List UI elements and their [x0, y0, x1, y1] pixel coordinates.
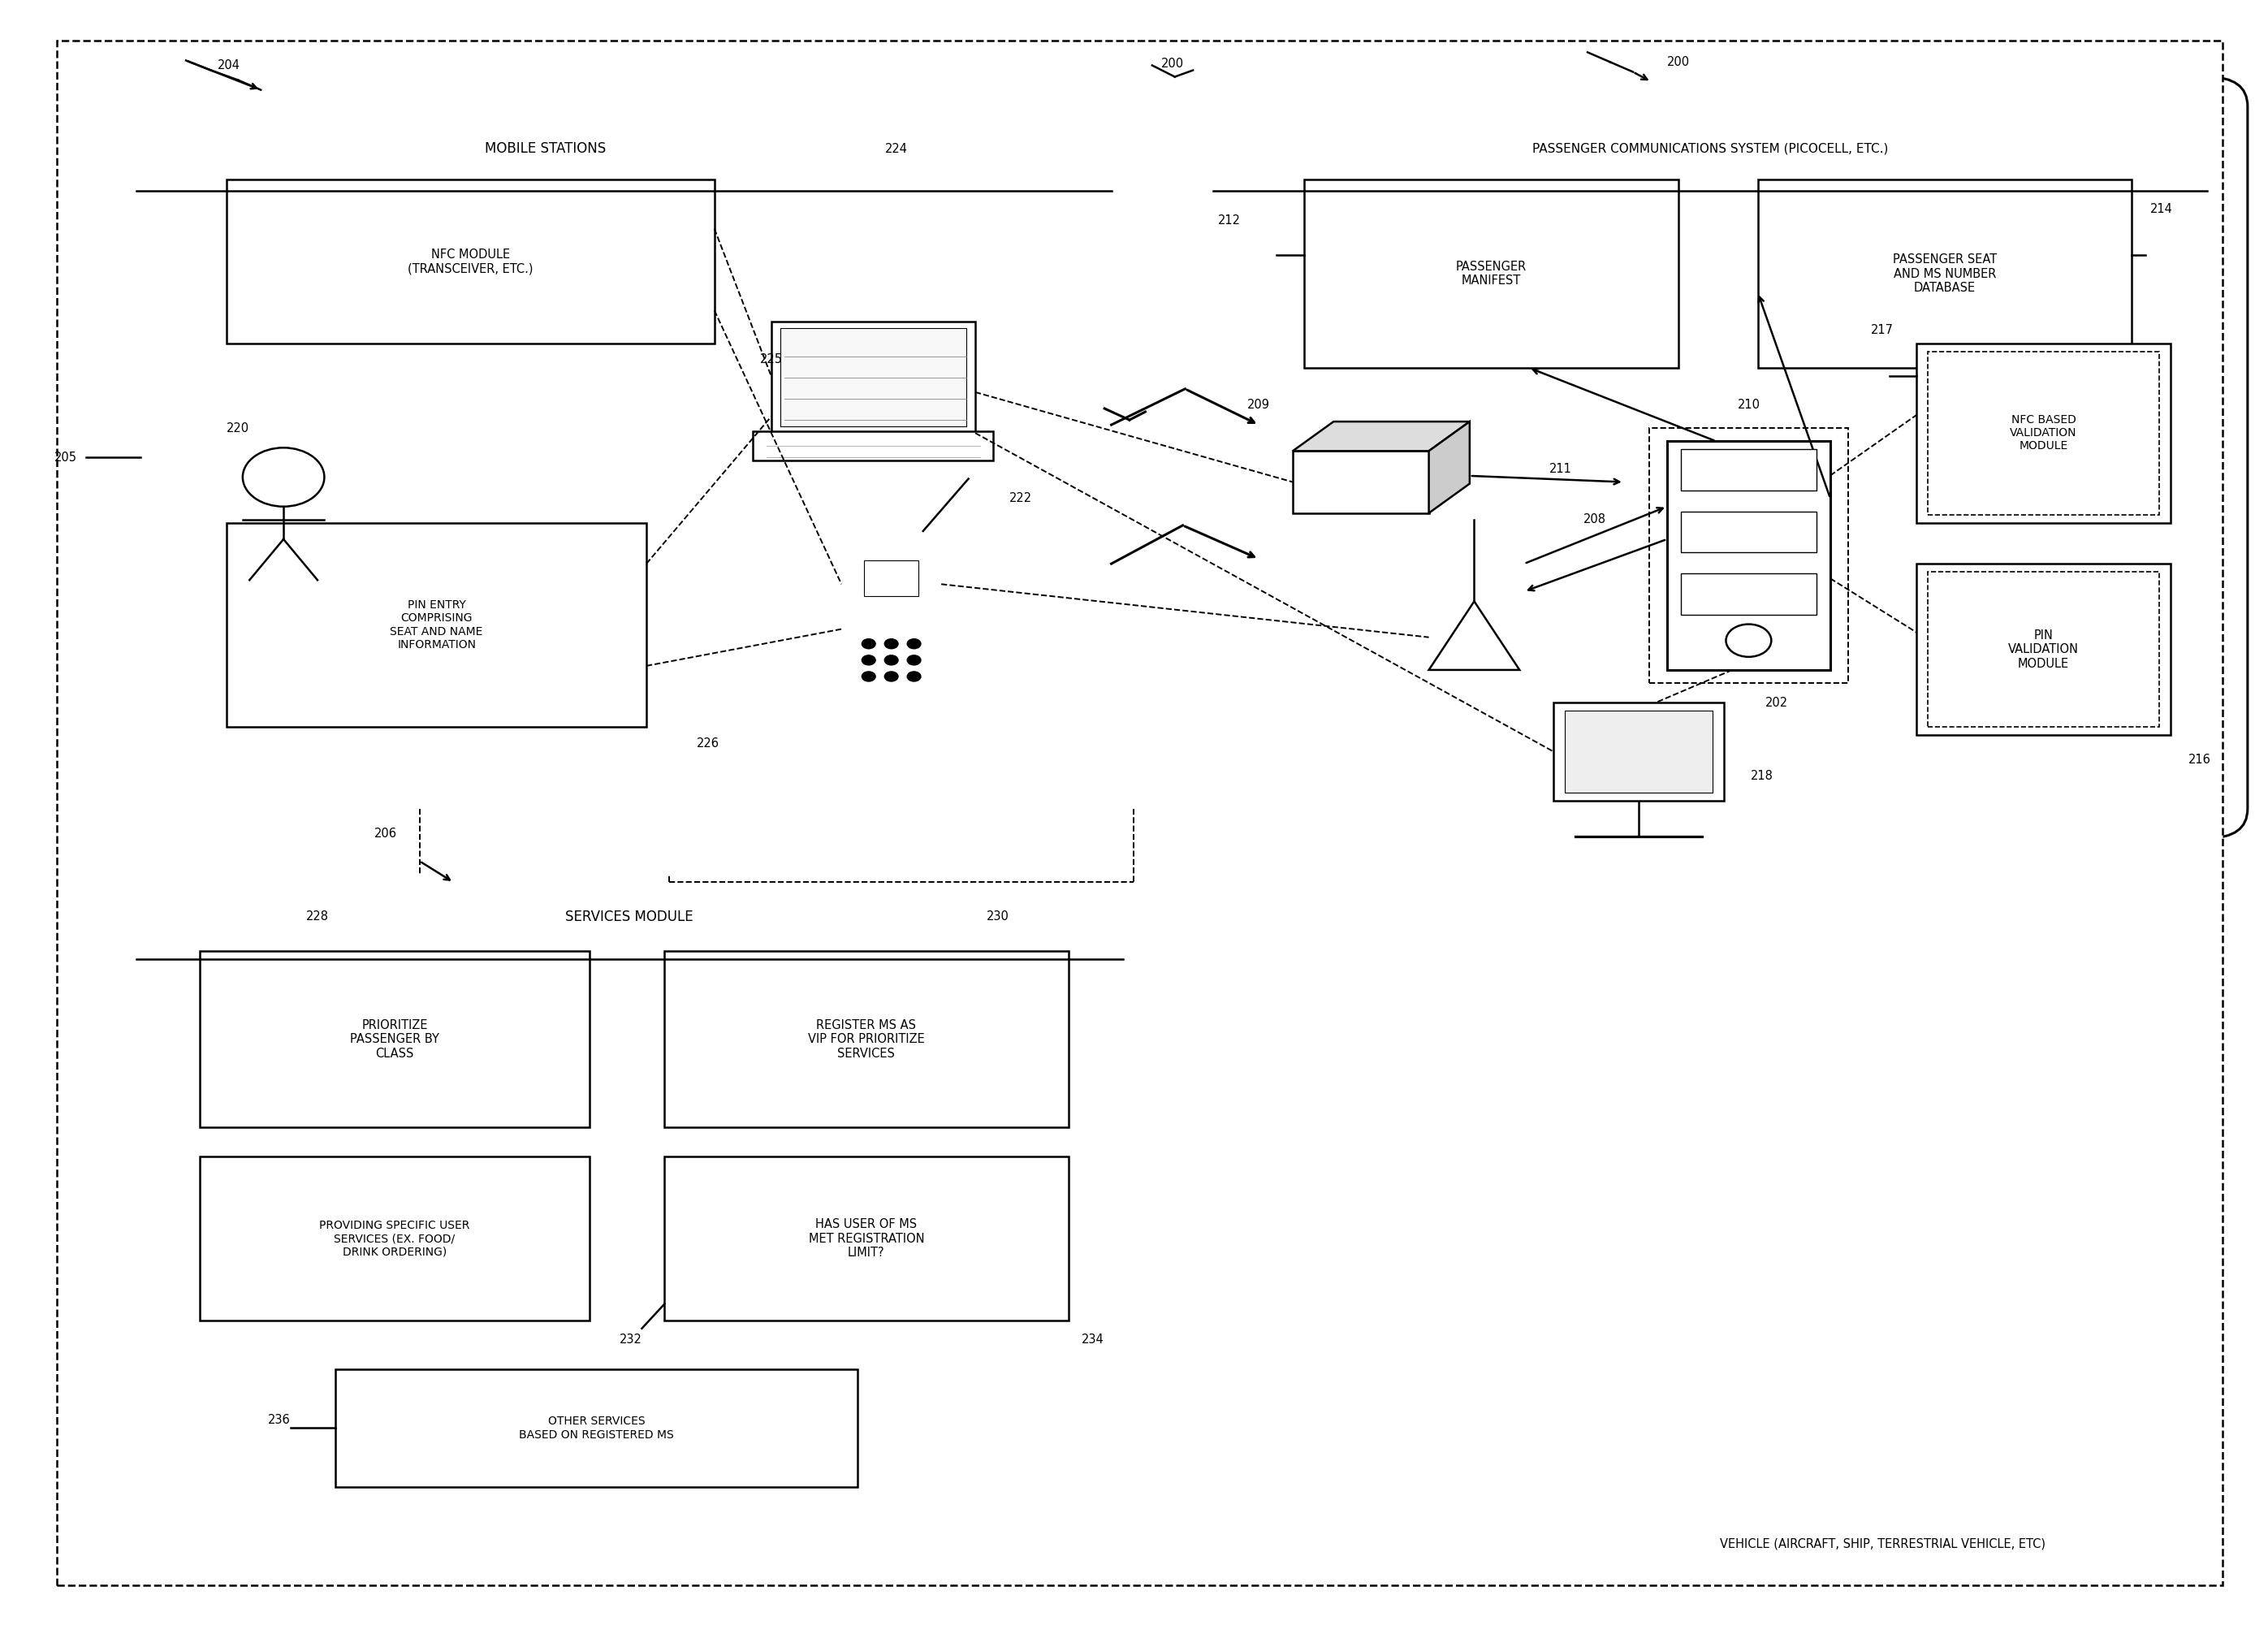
Text: 218: 218: [1751, 770, 1774, 783]
Text: 228: 228: [306, 910, 329, 923]
Text: NFC MODULE
(TRANSCEIVER, ETC.): NFC MODULE (TRANSCEIVER, ETC.): [408, 248, 533, 275]
FancyBboxPatch shape: [801, 502, 982, 699]
Bar: [665, 951, 1068, 1127]
Text: HAS USER OF MS
MET REGISTRATION
LIMIT?: HAS USER OF MS MET REGISTRATION LIMIT?: [807, 1219, 925, 1258]
Text: 234: 234: [1082, 1333, 1105, 1346]
Bar: [1681, 511, 1817, 552]
Bar: [753, 431, 993, 461]
Text: 232: 232: [619, 1333, 642, 1346]
Bar: [1758, 180, 2132, 368]
Text: 200: 200: [1161, 57, 1184, 70]
Bar: [1667, 441, 1830, 670]
Text: PASSENGER COMMUNICATIONS SYSTEM (PICOCELL, ETC.): PASSENGER COMMUNICATIONS SYSTEM (PICOCEL…: [1533, 142, 1887, 155]
Text: 224: 224: [885, 142, 907, 155]
Text: 211: 211: [1549, 462, 1572, 475]
Circle shape: [907, 672, 921, 681]
Bar: [864, 560, 919, 596]
Text: 217: 217: [1871, 324, 1894, 337]
Text: 206: 206: [374, 827, 397, 840]
Circle shape: [907, 639, 921, 649]
Bar: [1916, 343, 2170, 523]
Text: PRIORITIZE
PASSENGER BY
CLASS: PRIORITIZE PASSENGER BY CLASS: [349, 1020, 440, 1059]
Polygon shape: [1429, 422, 1470, 513]
FancyBboxPatch shape: [95, 845, 1163, 1557]
Text: 214: 214: [2150, 203, 2173, 216]
Text: 208: 208: [1583, 513, 1606, 526]
Polygon shape: [1429, 601, 1520, 670]
Text: REGISTER MS AS
VIP FOR PRIORITIZE
SERVICES: REGISTER MS AS VIP FOR PRIORITIZE SERVIC…: [807, 1020, 925, 1059]
Bar: [771, 322, 975, 433]
Bar: [336, 1369, 857, 1487]
Bar: [665, 1157, 1068, 1320]
Circle shape: [885, 672, 898, 681]
Bar: [1681, 449, 1817, 490]
Text: PROVIDING SPECIFIC USER
SERVICES (EX. FOOD/
DRINK ORDERING): PROVIDING SPECIFIC USER SERVICES (EX. FO…: [320, 1219, 469, 1258]
Text: 222: 222: [1009, 492, 1032, 505]
Text: 216: 216: [2189, 753, 2211, 766]
Circle shape: [862, 639, 875, 649]
Bar: [227, 523, 646, 727]
Circle shape: [862, 655, 875, 665]
Text: 236: 236: [268, 1413, 290, 1426]
Text: OTHER SERVICES
BASED ON REGISTERED MS: OTHER SERVICES BASED ON REGISTERED MS: [519, 1415, 674, 1441]
Bar: [1928, 351, 2159, 515]
Bar: [1293, 451, 1429, 513]
Bar: [780, 328, 966, 426]
Text: 225: 225: [760, 353, 782, 366]
Text: 220: 220: [227, 422, 249, 435]
Circle shape: [862, 672, 875, 681]
Circle shape: [907, 655, 921, 665]
Bar: [1916, 564, 2170, 735]
Text: 205: 205: [54, 451, 77, 464]
Text: VEHICLE (AIRCRAFT, SHIP, TERRESTRIAL VEHICLE, ETC): VEHICLE (AIRCRAFT, SHIP, TERRESTRIAL VEH…: [1719, 1538, 2046, 1551]
Text: PIN ENTRY
COMPRISING
SEAT AND NAME
INFORMATION: PIN ENTRY COMPRISING SEAT AND NAME INFOR…: [390, 600, 483, 650]
FancyBboxPatch shape: [95, 77, 1152, 838]
Text: 204: 204: [218, 59, 240, 72]
Text: MOBILE STATIONS: MOBILE STATIONS: [485, 142, 606, 155]
Bar: [1304, 180, 1678, 368]
Text: 226: 226: [696, 737, 719, 750]
Text: 202: 202: [1765, 696, 1787, 709]
Text: 200: 200: [1667, 56, 1690, 69]
Text: 212: 212: [1218, 214, 1241, 227]
Circle shape: [885, 655, 898, 665]
Bar: [1681, 574, 1817, 614]
Polygon shape: [1293, 422, 1470, 451]
Text: 230: 230: [987, 910, 1009, 923]
Bar: [200, 951, 590, 1127]
Bar: [1928, 572, 2159, 727]
FancyBboxPatch shape: [1173, 77, 2248, 838]
Bar: [1554, 703, 1724, 801]
Text: PASSENGER SEAT
AND MS NUMBER
DATABASE: PASSENGER SEAT AND MS NUMBER DATABASE: [1894, 253, 1996, 294]
Text: NFC BASED
VALIDATION
MODULE: NFC BASED VALIDATION MODULE: [2009, 413, 2077, 453]
Text: 209: 209: [1247, 399, 1270, 412]
Bar: [200, 1157, 590, 1320]
Text: SERVICES MODULE: SERVICES MODULE: [565, 910, 694, 923]
Bar: [1565, 711, 1712, 792]
Circle shape: [885, 639, 898, 649]
Text: PASSENGER
MANIFEST: PASSENGER MANIFEST: [1456, 260, 1526, 288]
Bar: [1649, 428, 1848, 683]
Bar: [227, 180, 714, 343]
Text: PIN
VALIDATION
MODULE: PIN VALIDATION MODULE: [2007, 629, 2080, 670]
Text: 210: 210: [1737, 399, 1760, 412]
